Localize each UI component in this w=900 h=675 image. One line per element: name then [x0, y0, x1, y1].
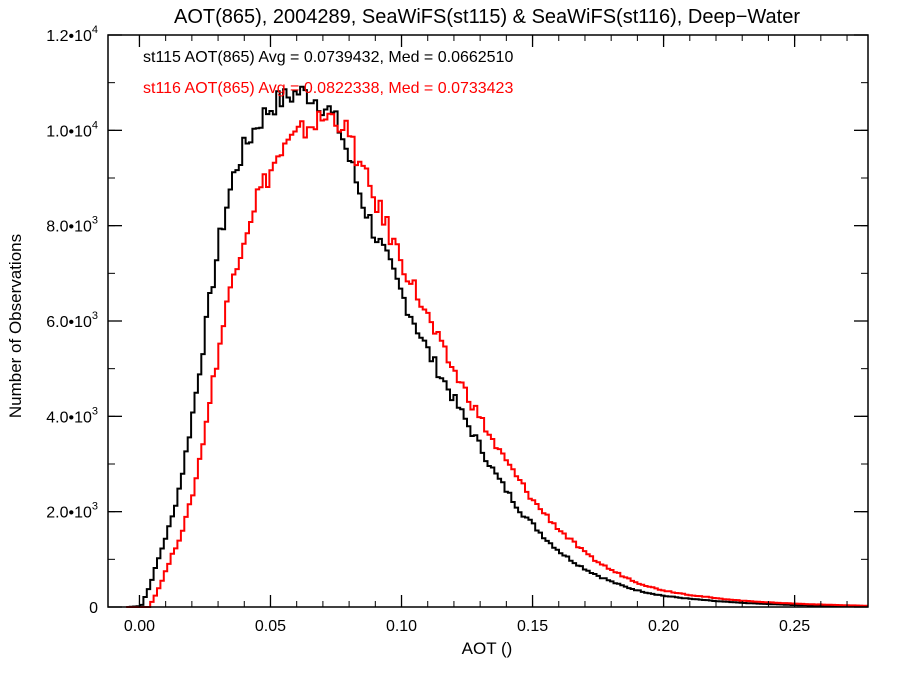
x-tick-label: 0.20: [648, 618, 679, 635]
x-tick-label: 0.10: [386, 618, 417, 635]
y-tick-label: 1.0•104: [46, 119, 98, 140]
x-tick-label: 0.00: [124, 618, 155, 635]
x-tick-label: 0.25: [779, 618, 810, 635]
series-st116-line: [126, 110, 868, 608]
series-st115-line: [126, 85, 868, 608]
chart-title: AOT(865), 2004289, SeaWiFS(st115) & SeaW…: [174, 6, 800, 28]
y-axis-label: Number of Observations: [6, 234, 25, 418]
legend-st115-stats: st115 AOT(865) Avg = 0.0739432, Med = 0.…: [143, 49, 513, 66]
legend-st116-stats: st116 AOT(865) Avg = 0.0822338, Med = 0.…: [143, 80, 513, 97]
y-axis-ticks: 0 2.0•103 4.0•103 6.0•103 8.0•103 1.0•104 1.2•…: [46, 24, 868, 617]
series-layer: [126, 85, 868, 608]
x-axis-label: AOT (): [462, 639, 513, 658]
y-tick-label: 0: [89, 600, 98, 617]
y-tick-label: 2.0•103: [46, 501, 98, 522]
x-tick-label: 0.05: [255, 618, 286, 635]
y-tick-label: 6.0•103: [46, 310, 98, 331]
y-tick-label: 1.2•104: [46, 24, 98, 45]
y-tick-label: 8.0•103: [46, 215, 98, 236]
y-tick-label: 4.0•103: [46, 405, 98, 426]
x-axis-ticks: 0.00 0.05 0.10 0.15 0.20 0.25: [124, 35, 848, 635]
x-tick-label: 0.15: [517, 618, 548, 635]
